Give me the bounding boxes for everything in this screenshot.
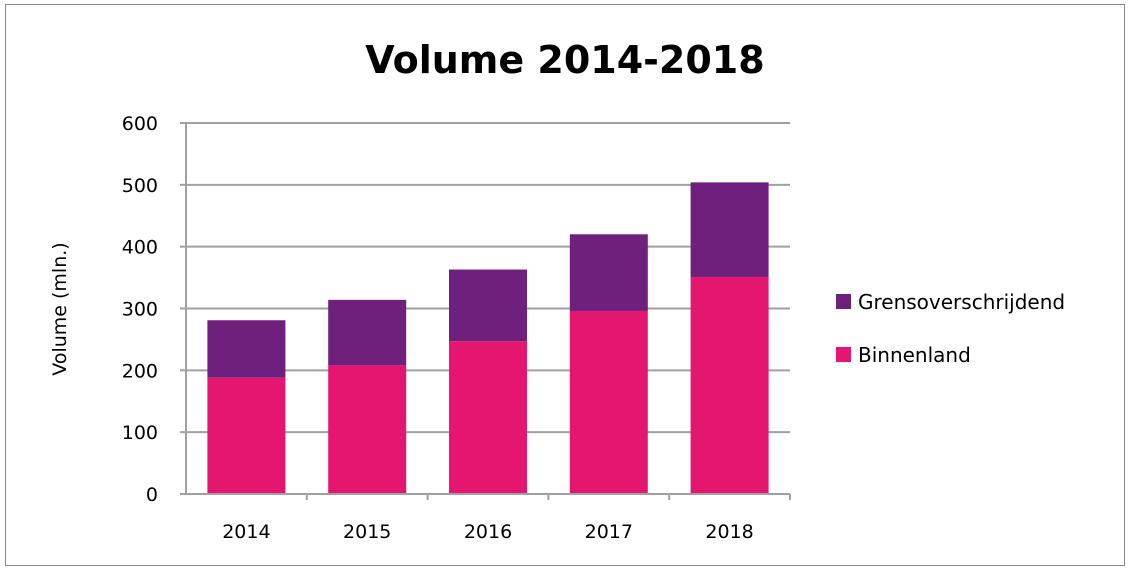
axes: [180, 122, 791, 500]
bar-grensoverschrijdend-2017: [569, 234, 648, 311]
y-tick-label: 500: [122, 175, 158, 197]
legend-swatch-binnenland: [836, 347, 851, 362]
y-tick-label: 600: [122, 113, 158, 135]
y-tick-label: 300: [122, 299, 158, 321]
y-tick-labels: 0 100 200 300 400 500 600: [122, 113, 158, 506]
gridlines: [186, 122, 790, 434]
bar-grensoverschrijdend-2018: [690, 182, 769, 277]
bar-grensoverschrijdend-2016: [449, 269, 527, 342]
y-tick-label: 0: [146, 484, 158, 506]
bars: [207, 182, 769, 494]
chart-title: Volume 2014-2018: [365, 38, 764, 82]
y-axis-label: Volume (mln.): [49, 242, 71, 375]
bar-grensoverschrijdend-2015: [328, 299, 407, 366]
x-tick-label: 2017: [585, 521, 633, 543]
x-tick-label: 2016: [464, 521, 512, 543]
x-tick-labels: 2014 2015 2016 2017 2018: [222, 521, 754, 543]
legend-label-grensoverschrijdend: Grensoverschrijdend: [858, 290, 1065, 314]
legend-label-binnenland: Binnenland: [858, 343, 971, 367]
bar-binnenland-2016: [449, 341, 527, 494]
legend: Grensoverschrijdend Binnenland: [836, 290, 1065, 367]
chart-frame: [5, 4, 1125, 566]
bar-binnenland-2017: [569, 310, 648, 494]
x-tick-label: 2018: [705, 521, 753, 543]
legend-swatch-grensoverschrijdend: [836, 294, 851, 309]
bar-binnenland-2015: [328, 365, 407, 494]
x-tick-label: 2014: [222, 521, 270, 543]
x-tick-label: 2015: [343, 521, 391, 543]
y-tick-label: 100: [122, 422, 158, 444]
y-tick-label: 400: [122, 237, 158, 259]
bar-grensoverschrijdend-2014: [207, 320, 286, 378]
bar-binnenland-2018: [690, 276, 769, 494]
bar-binnenland-2014: [207, 377, 286, 494]
y-tick-label: 200: [122, 360, 158, 382]
